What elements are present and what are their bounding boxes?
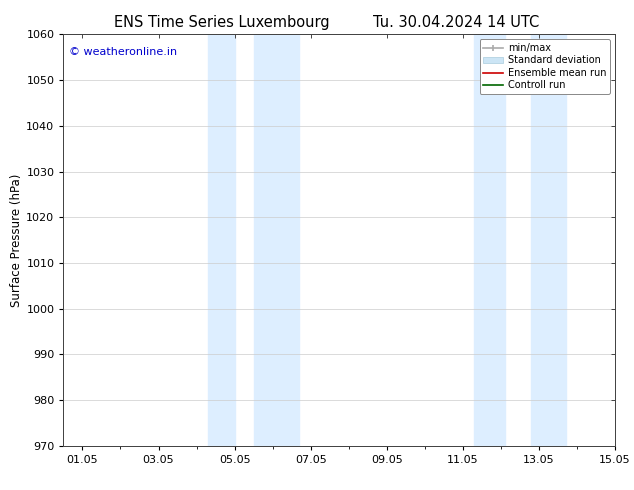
Bar: [254, 34, 299, 446]
Bar: [208, 34, 235, 446]
Text: © weatheronline.in: © weatheronline.in: [69, 47, 177, 57]
Bar: [474, 34, 505, 446]
Legend: min/max, Standard deviation, Ensemble mean run, Controll run: min/max, Standard deviation, Ensemble me…: [479, 39, 610, 94]
Text: ENS Time Series Luxembourg: ENS Time Series Luxembourg: [114, 15, 330, 30]
Y-axis label: Surface Pressure (hPa): Surface Pressure (hPa): [11, 173, 23, 307]
Text: Tu. 30.04.2024 14 UTC: Tu. 30.04.2024 14 UTC: [373, 15, 540, 30]
Bar: [531, 34, 566, 446]
